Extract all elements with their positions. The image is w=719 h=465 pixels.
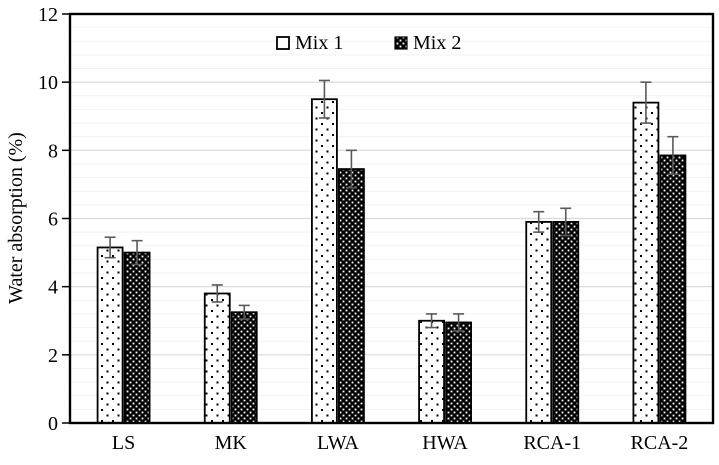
- error-bar-mix-1-rca-1: [533, 210, 545, 233]
- y-tick-label-4: 4: [48, 277, 58, 299]
- y-tick-label-2: 2: [48, 345, 58, 367]
- bar-mix-2-hwa: [445, 321, 472, 424]
- legend-marker-mix-2-icon: [394, 36, 408, 50]
- legend: Mix 1 Mix 2: [276, 32, 461, 54]
- bar-mix-1-rca-1: [525, 221, 553, 424]
- x-axis-label-ls: LS: [112, 432, 135, 454]
- bar-mix-2-ls: [123, 251, 151, 424]
- x-axis-category-labels: LS MK LWA HWA RCA-1 RCA-2: [112, 432, 688, 454]
- minor-gridlines: [70, 27, 713, 410]
- y-axis-tick-labels: 0 2 4 6 8 10 12: [38, 4, 58, 435]
- error-bar-mix-2-hwa: [453, 313, 465, 332]
- y-axis-title: Water absorption (%): [5, 132, 27, 304]
- bar-mix-2-lwa: [338, 168, 365, 424]
- y-tick-label-6: 6: [48, 209, 58, 231]
- error-bar-mix-2-rca-1: [560, 207, 572, 237]
- error-bar-mix-1-mk: [211, 284, 223, 303]
- legend-label-mix-1: Mix 1: [295, 32, 343, 54]
- x-axis-label-rca-1: RCA-1: [523, 432, 581, 454]
- y-tick-label-10: 10: [38, 72, 58, 94]
- legend-marker-mix-1-icon: [276, 36, 290, 50]
- error-bar-mix-2-mk: [238, 304, 250, 320]
- error-bar-mix-2-ls: [131, 239, 143, 266]
- legend-label-mix-2: Mix 2: [413, 32, 461, 54]
- bar-mix-1-hwa: [418, 319, 445, 424]
- bar-mix-1-ls: [96, 246, 124, 424]
- error-bar-mix-1-hwa: [426, 313, 438, 329]
- error-bar-mix-2-rca-2: [667, 135, 679, 175]
- major-gridlines: [70, 81, 713, 356]
- error-bars-group: [104, 79, 679, 332]
- error-bar-mix-2-lwa: [345, 149, 357, 189]
- x-axis-label-mk: MK: [215, 432, 248, 454]
- x-axis-label-rca-2: RCA-2: [631, 432, 689, 454]
- bar-mix-2-rca-2: [659, 154, 687, 424]
- bar-mix-2-mk: [230, 311, 258, 424]
- y-tick-label-8: 8: [48, 140, 58, 162]
- y-tick-label-12: 12: [38, 4, 58, 26]
- bar-mix-1-rca-2: [632, 101, 660, 424]
- bars-group: [96, 98, 687, 424]
- error-bar-mix-1-lwa: [318, 79, 330, 119]
- y-axis-ticks: [62, 13, 70, 424]
- x-axis-label-hwa: HWA: [422, 432, 468, 454]
- bar-mix-2-rca-1: [552, 221, 580, 424]
- error-bar-mix-1-rca-2: [640, 81, 652, 124]
- x-axis-label-lwa: LWA: [317, 432, 359, 454]
- bar-mix-1-lwa: [311, 98, 338, 424]
- error-bar-mix-1-ls: [104, 236, 116, 259]
- bar-mix-1-mk: [203, 292, 231, 424]
- y-tick-label-0: 0: [48, 413, 58, 435]
